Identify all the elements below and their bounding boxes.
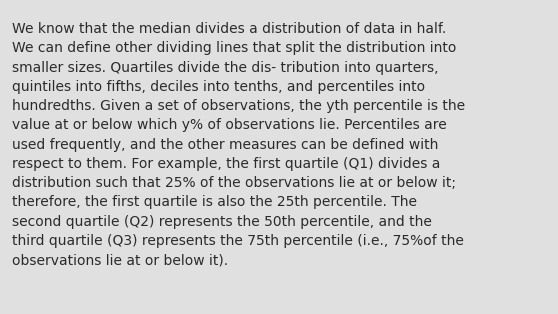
Text: We know that the median divides a distribution of data in half.
We can define ot: We know that the median divides a distri… — [12, 22, 465, 267]
